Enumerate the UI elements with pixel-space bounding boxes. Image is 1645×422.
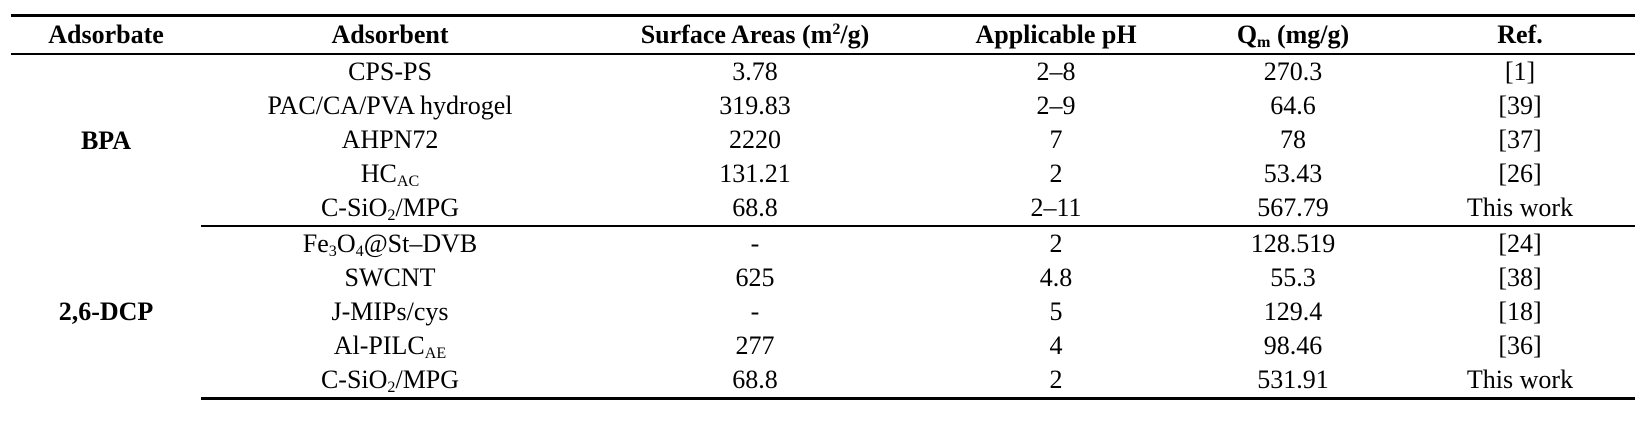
adsorbent-cell: J-MIPs/cys [331,297,449,326]
header-surface-areas-text: Surface Areas (m [640,20,833,49]
adsorbent-cell: Fe3O4@St–DVB [201,226,579,261]
qm-cell: 129.4 [1263,297,1323,326]
qm-cell: 64.6 [1270,91,1316,120]
surface-area-cell: - [750,229,760,258]
table-row: AHPN72 2220 7 78 [37] [11,123,1635,157]
header-row: Adsorbate Adsorbent Surface Areas (m2/g)… [11,15,1635,55]
adsorbent-subscript: AC [396,173,420,191]
adsorbent-name-end: /MPG [395,193,460,222]
ph-cell: 2–11 [931,191,1181,227]
ph-cell: 4 [1049,331,1063,360]
table-row: PAC/CA/PVA hydrogel 319.83 2–9 64.6 [39] [11,89,1635,123]
adsorbent-subscript-b: 4 [355,243,364,261]
adsorbent-cell: AHPN72 [341,125,439,154]
qm-cell: 567.79 [1181,191,1405,227]
comparison-table-container: Adsorbate Adsorbent Surface Areas (m2/g)… [11,14,1635,400]
ph-cell: 4.8 [1039,263,1073,292]
adsorbent-name: HC [360,159,397,188]
surface-area-cell: 2220 [729,125,781,154]
adsorbent-cell: C-SiO2/MPG [201,363,579,400]
surface-area-cell: 68.8 [579,191,931,227]
ref-cell: [1] [1504,57,1536,86]
ref-cell: [18] [1498,297,1542,326]
qm-cell: 270.3 [1263,57,1323,86]
adsorbent-subscript: 2 [387,207,396,225]
ph-cell: 2–8 [1036,57,1076,86]
table-row: 2,6-DCP Fe3O4@St–DVB - 2 128.519 [24] [11,226,1635,325]
adsorbate-label-bpa: BPA [80,125,132,155]
surface-area-cell: 68.8 [579,363,931,400]
group-2-6-dcp: 2,6-DCP Fe3O4@St–DVB - 2 128.519 [24] SW… [11,226,1635,400]
qm-cell: 55.3 [1270,263,1316,292]
header-ref: Ref. [1497,20,1543,49]
adsorbent-subscript-a: 3 [328,243,337,261]
adsorbent-name: Al-PILC [333,331,425,360]
header-qm-subscript: m [1257,34,1271,52]
ph-cell: 7 [1049,125,1063,154]
adsorbent-subscript: 2 [387,379,396,397]
adsorbent-subscript: AE [424,345,447,363]
table-row: C-SiO2/MPG 68.8 2–11 567.79 This work [11,191,1635,227]
ref-cell: This work [1405,363,1635,400]
surface-area-cell: 3.78 [732,57,778,86]
adsorbent-cell: C-SiO2/MPG [201,191,579,227]
adsorbent-name-part-a: Fe [302,229,329,258]
adsorbent-name-part-b: O [336,229,356,258]
surface-area-cell: 319.83 [719,91,791,120]
adsorbate-label-2-6-dcp: 2,6-DCP [58,297,154,327]
surface-area-cell: 131.21 [719,159,791,188]
adsorbent-cell: SWCNT [344,263,436,292]
qm-cell: 98.46 [1263,331,1323,360]
ref-cell: [38] [1498,263,1542,292]
header-surface-areas: Surface Areas (m2/g) [579,16,931,55]
header-adsorbate: Adsorbate [48,20,164,49]
header-surface-areas-unit-end: /g) [840,20,870,49]
surface-area-cell: 277 [735,331,775,360]
adsorbent-name-end: /MPG [395,365,460,394]
table-row: J-MIPs/cys - 5 129.4 [18] [11,295,1635,329]
ref-cell: [37] [1498,125,1542,154]
header-qm-symbol: Q [1236,20,1258,49]
adsorbent-name: C-SiO [320,193,388,222]
header-qm: Qm (mg/g) [1181,16,1405,55]
adsorbent-cell: HCAC [201,157,579,191]
table-row: SWCNT 625 4.8 55.3 [38] [11,261,1635,295]
adsorbent-name-part-c: @St–DVB [363,229,478,258]
adsorbent-name: C-SiO [320,365,388,394]
adsorbent-cell: PAC/CA/PVA hydrogel [267,91,513,120]
header-surface-areas-superscript: 2 [832,21,841,39]
qm-cell: 53.43 [1263,159,1323,188]
ph-cell: 2–9 [1036,91,1076,120]
group-bpa: BPA CPS-PS 3.78 2–8 270.3 [1] PAC/CA/PVA… [11,54,1635,227]
header-adsorbent: Adsorbent [331,20,449,49]
ref-cell: [24] [1498,229,1542,258]
adsorbent-cell: CPS-PS [348,57,432,86]
table-row: BPA CPS-PS 3.78 2–8 270.3 [1] [11,54,1635,154]
ref-cell: [39] [1498,91,1542,120]
qm-cell: 128.519 [1250,229,1336,258]
table-row: HCAC 131.21 2 53.43 [26] [11,157,1635,191]
ph-cell: 2 [1049,229,1063,258]
surface-area-cell: 625 [735,263,775,292]
header-qm-unit: (mg/g) [1270,20,1350,49]
ref-cell: [36] [1498,331,1542,360]
adsorbent-cell: Al-PILCAE [201,329,579,363]
adsorbent-comparison-table: Adsorbate Adsorbent Surface Areas (m2/g)… [11,14,1635,400]
table-row: Al-PILCAE 277 4 98.46 [36] [11,329,1635,363]
surface-area-cell: - [750,297,760,326]
table-header: Adsorbate Adsorbent Surface Areas (m2/g)… [11,15,1635,55]
ph-cell: 5 [1049,297,1063,326]
ref-cell: This work [1405,191,1635,227]
ph-cell: 2 [1049,159,1063,188]
ref-cell: [26] [1498,159,1542,188]
qm-cell: 78 [1280,125,1306,154]
ph-cell: 2 [931,363,1181,400]
qm-cell: 531.91 [1181,363,1405,400]
table-row: C-SiO2/MPG 68.8 2 531.91 This work [11,363,1635,400]
header-applicable-ph: Applicable pH [975,20,1137,49]
